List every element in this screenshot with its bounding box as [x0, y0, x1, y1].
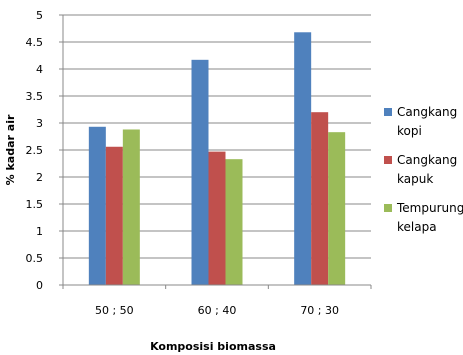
- y-tick-label: 0.5: [26, 252, 44, 265]
- legend-swatch: [384, 156, 392, 164]
- bar-cangkang-kapuk-2: [311, 112, 329, 285]
- legend-label: Tempurung: [396, 201, 463, 215]
- y-axis-title: % kadar air: [4, 114, 17, 185]
- bar-cangkang-kopi-0: [88, 126, 106, 285]
- legend-label: kelapa: [397, 220, 437, 234]
- y-tick-label: 5: [36, 9, 43, 22]
- y-tick-labels: 0 0.5 1 1.5 2 2.5 3 3.5 4 4.5 5: [26, 9, 44, 292]
- bar-tempurung-kelapa-1: [225, 159, 243, 285]
- bar-tempurung-kelapa-2: [328, 132, 346, 285]
- y-tick-label: 1: [36, 225, 43, 238]
- legend: Cangkang kopi Cangkang kapuk Tempurung kelapa: [384, 105, 463, 234]
- bar-cangkang-kopi-1: [191, 59, 209, 285]
- y-tick-label: 2.5: [26, 144, 44, 157]
- y-tick-label: 3: [36, 117, 43, 130]
- x-tick-label: 50 ; 50: [95, 304, 134, 317]
- legend-swatch: [384, 204, 392, 212]
- legend-label: kopi: [397, 124, 422, 138]
- y-tick-label: 0: [36, 279, 43, 292]
- x-tick-label: 70 ; 30: [300, 304, 339, 317]
- bar-tempurung-kelapa-0: [122, 129, 140, 285]
- legend-label: Cangkang: [397, 105, 457, 119]
- x-tick-labels: 50 ; 50 60 ; 40 70 ; 30: [95, 304, 339, 317]
- legend-label: kapuk: [397, 172, 433, 186]
- bar-cangkang-kapuk-1: [208, 151, 226, 285]
- x-axis-title: Komposisi biomassa: [150, 340, 276, 353]
- x-tick-label: 60 ; 40: [198, 304, 237, 317]
- y-tick-label: 4: [36, 63, 43, 76]
- bar-cangkang-kopi-2: [294, 32, 312, 285]
- y-tick-label: 4.5: [26, 36, 44, 49]
- bar-cangkang-kapuk-0: [105, 146, 123, 285]
- legend-swatch: [384, 108, 392, 116]
- y-tick-label: 2: [36, 171, 43, 184]
- y-tick-label: 1.5: [26, 198, 44, 211]
- bars: [88, 32, 346, 285]
- y-tick-label: 3.5: [26, 90, 44, 103]
- legend-label: Cangkang: [397, 153, 457, 167]
